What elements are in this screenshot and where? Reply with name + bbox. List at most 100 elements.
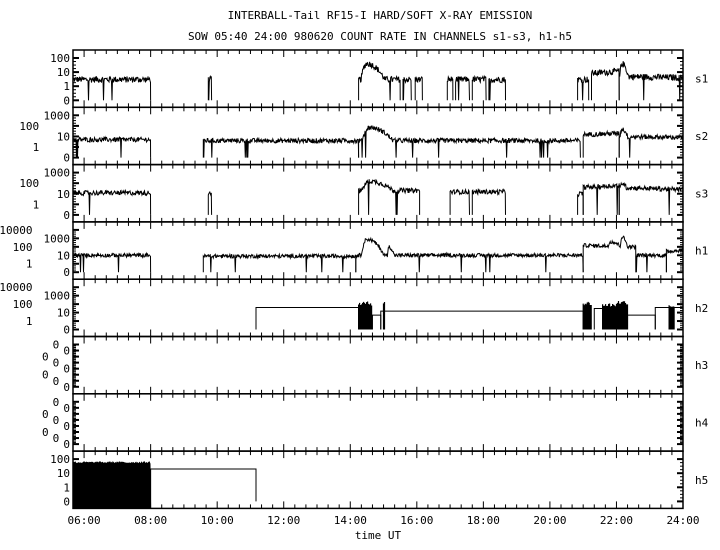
series-line-h1: [582, 235, 637, 273]
y-tick-label: 0: [42, 369, 49, 382]
x-tick-label: 12:00: [267, 514, 300, 527]
series-line-s1: [414, 75, 423, 101]
channel-label: h2: [695, 302, 708, 315]
y-tick-label: 0: [63, 266, 70, 279]
y-tick-label: 1000: [44, 232, 71, 245]
y-tick-label: 1: [26, 315, 33, 328]
series-line-s1: [471, 74, 487, 101]
series-line-s2: [582, 129, 620, 158]
chart-subtitle: SOW 05:40 24:00 980620 COUNT RATE IN CHA…: [188, 30, 572, 43]
panel-s2: 0 1 10 100 1000 s2: [19, 106, 708, 166]
x-tick-label: 22:00: [600, 514, 633, 527]
y-tick-label: 10000: [0, 281, 33, 294]
filled-area-h5: [72, 461, 152, 509]
channel-label: h1: [695, 245, 708, 258]
y-tick-label: 1000: [44, 109, 71, 122]
y-tick-label: 10: [57, 130, 70, 143]
x-axis-ticks: 06:00 08:00 10:00 12:00 14:00 16:00 18:00 20:00…: [68, 514, 700, 527]
y-tick-label: 0: [53, 375, 60, 388]
series-line-s1: [577, 75, 590, 101]
series-line-s3: [449, 187, 470, 215]
series-line-s1: [618, 61, 684, 101]
y-tick-label: 10: [57, 249, 70, 262]
channel-label: s2: [695, 130, 708, 143]
series-line-s3: [358, 178, 421, 215]
y-tick-label: 1: [26, 258, 33, 271]
burst-h2: [668, 305, 675, 330]
x-tick-label: 16:00: [400, 514, 433, 527]
series-line-s1: [72, 75, 152, 101]
y-tick-label: 100: [50, 52, 70, 65]
series-line-s2: [618, 127, 684, 158]
series-line-s1: [207, 74, 213, 101]
y-tick-label: 1: [63, 481, 70, 494]
y-tick-label: 1: [33, 141, 40, 154]
series-line-s3: [577, 191, 584, 215]
y-tick-label: 0: [63, 438, 70, 451]
y-tick-label: 0: [53, 357, 60, 370]
y-tick-label: 10: [57, 188, 70, 201]
step-line-h2: [593, 308, 604, 330]
series-line-s1: [488, 76, 506, 101]
y-tick-label: 0: [63, 420, 70, 433]
panel-frame: [72, 163, 684, 223]
series-line-h1: [72, 251, 152, 273]
series-line-s1: [402, 76, 412, 101]
series-line-h1: [202, 252, 357, 273]
y-tick-label: 0: [63, 209, 70, 222]
channel-label: h5: [695, 474, 708, 487]
series-line-h1: [635, 252, 667, 273]
y-tick-label: 0: [63, 402, 70, 415]
y-tick-label: 100: [19, 120, 39, 133]
y-tick-label: 0: [42, 426, 49, 439]
chart-title: INTERBALL-Tail RF15-I HARD/SOFT X-RAY EM…: [228, 9, 533, 22]
x-tick-label: 06:00: [68, 514, 101, 527]
series-line-s2: [72, 135, 152, 158]
y-tick-label: 0: [63, 381, 70, 394]
series-line-h1: [665, 247, 684, 273]
series-line-s3: [72, 188, 152, 215]
y-tick-label: 0: [63, 363, 70, 376]
y-tick-label: 0: [63, 94, 70, 107]
y-tick-label: 1: [63, 80, 70, 93]
burst-h2: [602, 303, 617, 330]
x-axis-label: time UT: [355, 529, 402, 542]
step-line-h2: [371, 314, 382, 330]
y-tick-label: 0: [42, 408, 49, 421]
panel-s3: 0 1 10 100 1000 s3: [19, 163, 708, 223]
series-line-s3: [582, 182, 620, 215]
series-line-s1: [591, 67, 620, 101]
x-tick-label: 24:00: [666, 514, 699, 527]
y-tick-label: 10: [57, 66, 70, 79]
y-tick-label: 0: [63, 324, 70, 337]
channel-label: h3: [695, 359, 708, 372]
series-line-s3: [471, 188, 506, 215]
y-tick-label: 0: [42, 351, 49, 364]
x-tick-label: 20:00: [533, 514, 566, 527]
panel-frame: [72, 450, 684, 510]
step-line-h2: [627, 314, 656, 330]
y-tick-label: 100: [50, 453, 70, 466]
y-tick-label: 10: [57, 467, 70, 480]
y-tick-label: 10000: [0, 224, 33, 237]
burst-h2: [382, 302, 386, 330]
y-tick-label: 0: [53, 414, 60, 427]
series-line-s3: [618, 181, 684, 215]
y-tick-label: 1: [33, 198, 40, 211]
burst-h2: [358, 301, 373, 330]
panel-frame: [72, 393, 684, 452]
series-line-h1: [355, 236, 584, 273]
burst-h2: [582, 301, 592, 330]
x-tick-label: 18:00: [467, 514, 500, 527]
step-line-h5: [150, 468, 257, 502]
y-tick-label: 0: [53, 432, 60, 445]
x-tick-label: 08:00: [134, 514, 167, 527]
channel-label: s3: [695, 187, 708, 200]
y-tick-label: 100: [13, 298, 33, 311]
panel-frame: [72, 221, 684, 280]
step-line-h2: [380, 310, 584, 330]
series-line-s1: [358, 61, 401, 101]
